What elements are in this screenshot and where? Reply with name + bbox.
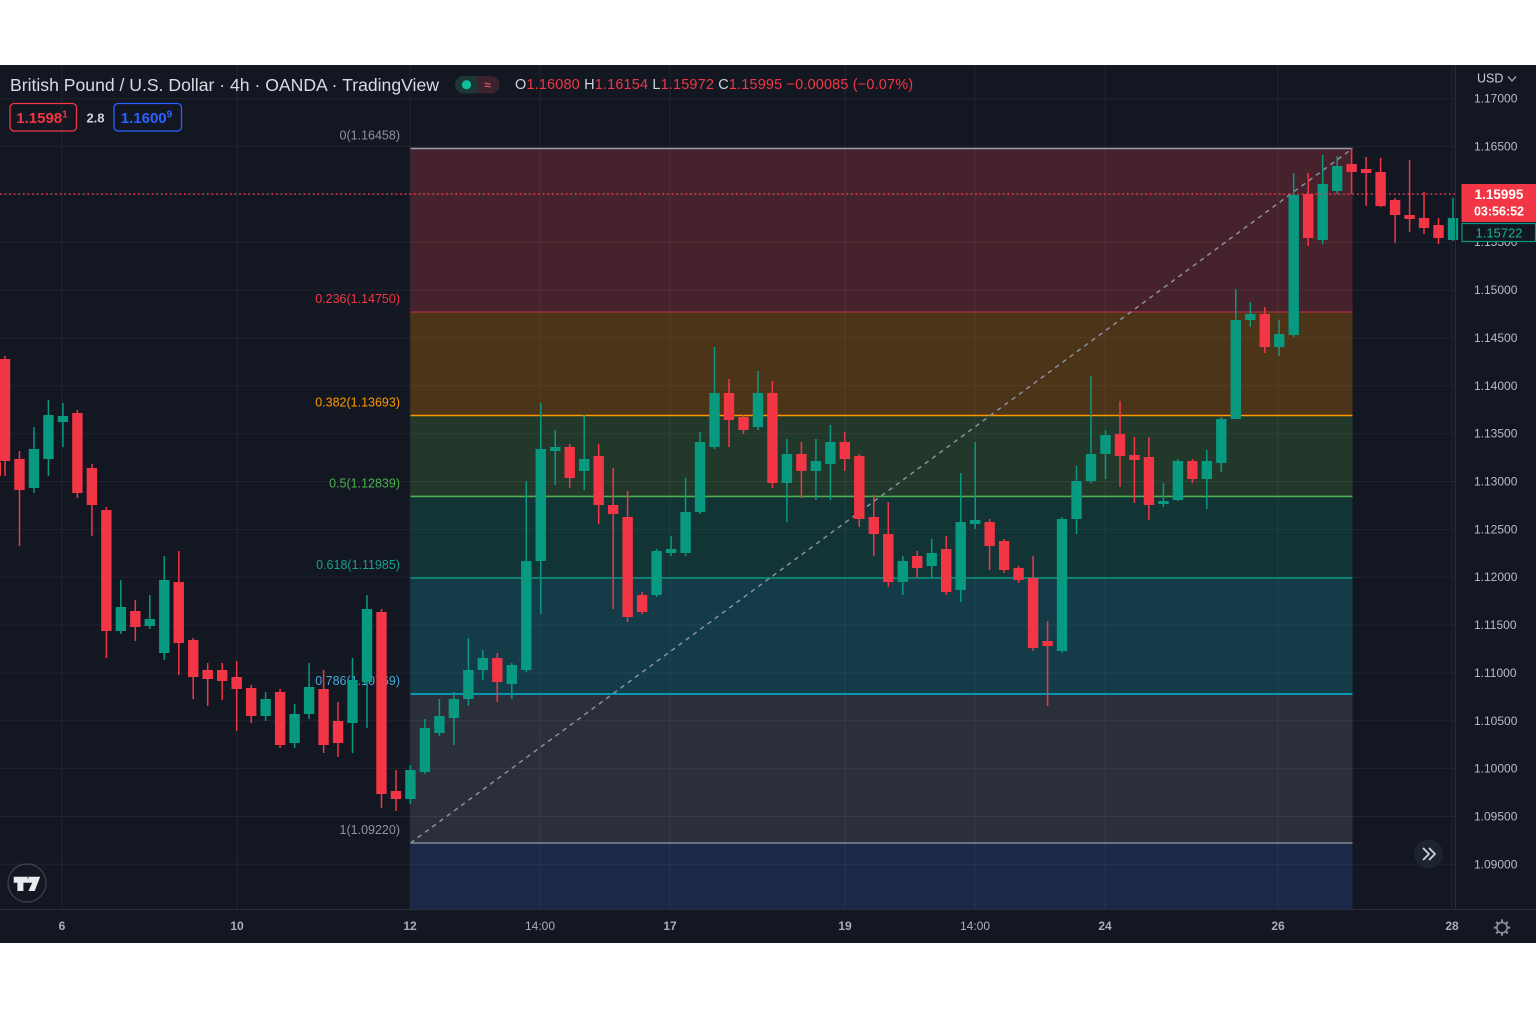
svg-text:0.236(1.14750): 0.236(1.14750) [315, 292, 400, 306]
svg-text:12: 12 [403, 919, 417, 933]
svg-text:0.382(1.13693): 0.382(1.13693) [315, 396, 400, 410]
svg-text:1.13500: 1.13500 [1474, 427, 1518, 441]
svg-text:28: 28 [1445, 919, 1459, 933]
svg-text:British Pound / U.S. Dollar ·: British Pound / U.S. Dollar · 4h · OANDA… [10, 75, 439, 95]
svg-text:19: 19 [838, 919, 852, 933]
svg-text:1.10500: 1.10500 [1474, 714, 1518, 728]
svg-text:0.618(1.11985): 0.618(1.11985) [316, 558, 400, 572]
svg-text:≈: ≈ [484, 78, 491, 92]
svg-text:03:56:52: 03:56:52 [1474, 205, 1524, 219]
svg-text:1.14500: 1.14500 [1474, 331, 1518, 345]
svg-text:1.15000: 1.15000 [1474, 283, 1518, 297]
svg-text:1.11000: 1.11000 [1474, 666, 1517, 680]
svg-text:6: 6 [59, 919, 66, 933]
svg-text:0(1.16458): 0(1.16458) [340, 129, 400, 143]
svg-text:O1.16080 H1.16154 L1.15972 C1.: O1.16080 H1.16154 L1.15972 C1.15995 −0.0… [515, 77, 913, 93]
svg-text:1.12500: 1.12500 [1474, 522, 1518, 536]
svg-text:24: 24 [1098, 919, 1112, 933]
svg-text:1.12000: 1.12000 [1474, 570, 1518, 584]
svg-text:1.11500: 1.11500 [1474, 618, 1517, 632]
svg-text:14:00: 14:00 [525, 919, 555, 933]
svg-text:1.15995: 1.15995 [1475, 187, 1524, 202]
svg-text:1.10000: 1.10000 [1474, 762, 1518, 776]
svg-text:17: 17 [663, 919, 677, 933]
svg-text:1.09000: 1.09000 [1474, 857, 1518, 871]
svg-text:1.17000: 1.17000 [1474, 92, 1518, 106]
svg-text:1.16009: 1.16009 [121, 109, 173, 127]
svg-text:2.8: 2.8 [86, 111, 104, 126]
svg-text:1.15722: 1.15722 [1476, 225, 1523, 240]
svg-text:1.14000: 1.14000 [1474, 379, 1518, 393]
svg-text:1(1.09220): 1(1.09220) [340, 823, 400, 837]
svg-text:10: 10 [230, 919, 244, 933]
svg-text:26: 26 [1271, 919, 1285, 933]
svg-text:1.13000: 1.13000 [1474, 475, 1518, 489]
svg-text:0.5(1.12839): 0.5(1.12839) [329, 476, 400, 490]
svg-text:1.15981: 1.15981 [16, 109, 68, 127]
svg-text:USD: USD [1477, 72, 1503, 86]
svg-text:1.09500: 1.09500 [1474, 810, 1518, 824]
svg-text:1.16500: 1.16500 [1474, 140, 1518, 154]
svg-text:14:00: 14:00 [960, 919, 990, 933]
